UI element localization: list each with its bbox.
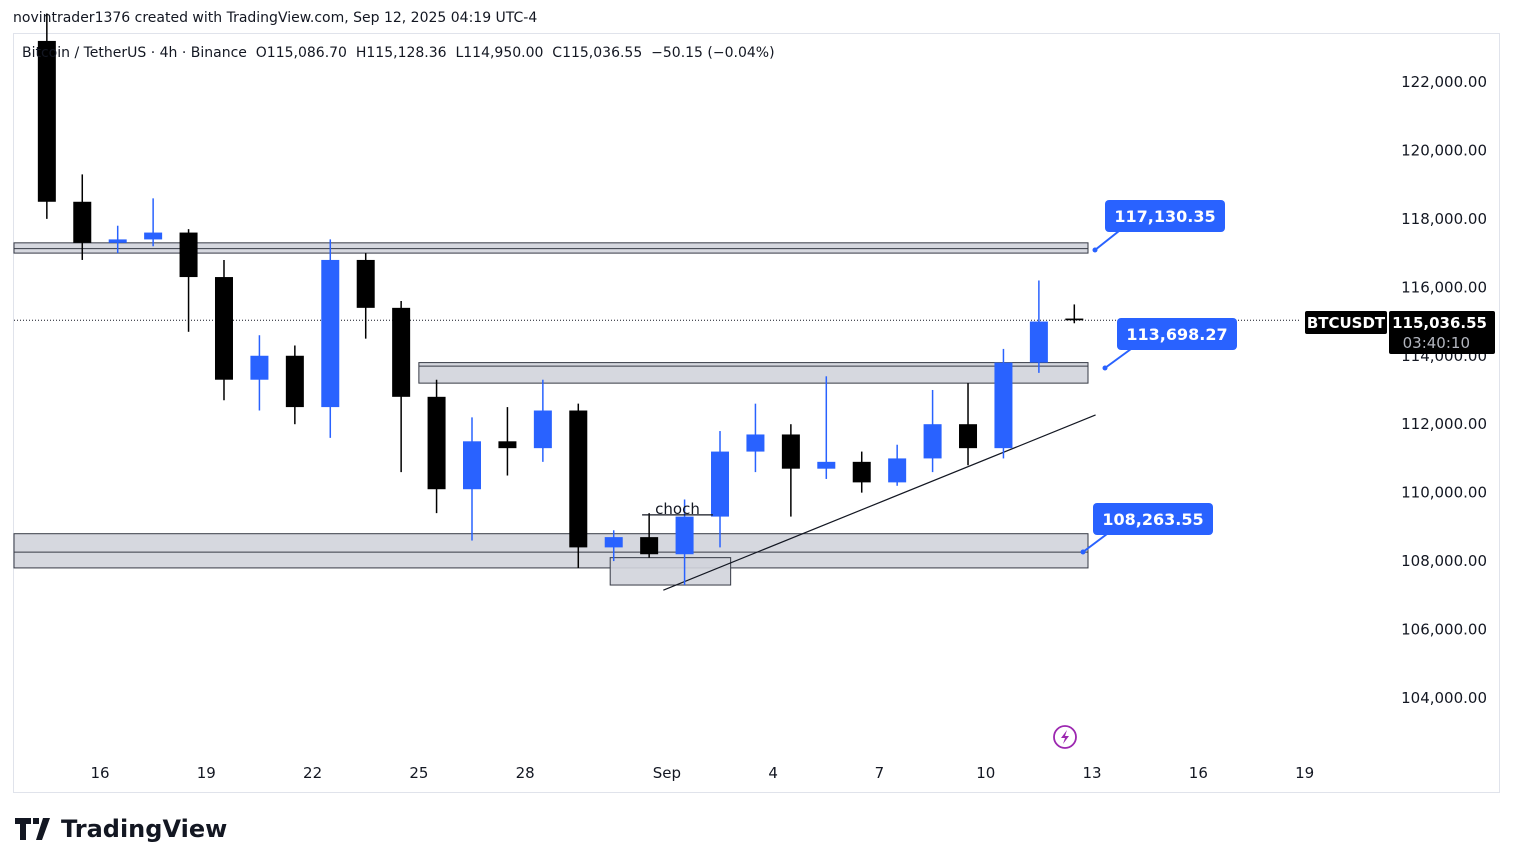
candle-body: [888, 458, 907, 483]
callout-pointer: [1104, 348, 1132, 369]
attribution: novintrader1376 created with TradingView…: [13, 10, 538, 26]
price-callout-text: 117,130.35: [1114, 207, 1215, 226]
candle-body: [250, 355, 269, 380]
x-tick-label: 22: [303, 764, 322, 782]
y-tick-label: 118,000.00: [1401, 210, 1487, 228]
y-tick-label: 120,000.00: [1401, 141, 1487, 159]
x-tick-label: 28: [516, 764, 535, 782]
last-price-tag: [1389, 311, 1495, 354]
support-resistance-zone: [609, 557, 732, 586]
support-resistance-zone: [13, 242, 1089, 254]
y-tick-label: 106,000.00: [1401, 621, 1487, 639]
x-tick-label: 4: [768, 764, 778, 782]
support-resistance-zone: [418, 362, 1089, 384]
candle-body: [463, 441, 481, 490]
candle-body: [108, 239, 127, 243]
candle-body: [569, 410, 588, 548]
candle-body: [675, 516, 694, 555]
candle-body: [852, 461, 871, 483]
candle-body: [427, 396, 446, 490]
candle-body: [179, 232, 198, 278]
x-tick-label: 19: [1295, 764, 1314, 782]
y-tick-label: 110,000.00: [1401, 484, 1487, 502]
price-callout-text: 108,263.55: [1102, 510, 1203, 529]
candle-body: [994, 362, 1013, 449]
x-tick-label: 19: [197, 764, 216, 782]
y-tick-label: 112,000.00: [1401, 415, 1487, 433]
x-tick-label: 13: [1082, 764, 1101, 782]
candle-body: [37, 40, 56, 202]
candle-body: [923, 424, 942, 459]
callout-pointer: [1094, 230, 1120, 251]
tradingview-logo: TradingView: [15, 815, 227, 843]
candle-body: [73, 201, 92, 243]
candle-body: [533, 410, 552, 449]
trendline: [663, 414, 1096, 591]
callout-pointer: [1082, 533, 1108, 553]
lightning-icon: [1053, 725, 1077, 749]
symbol-tag: [1305, 311, 1387, 334]
bar-countdown: 03:40:10: [1403, 334, 1470, 352]
y-tick-label: 122,000.00: [1401, 73, 1487, 91]
tradingview-logo-icon: [15, 818, 50, 840]
lightning-bolt-icon: [1061, 730, 1069, 744]
callout-anchor: [1080, 549, 1086, 555]
brand-name: TradingView: [61, 815, 228, 843]
candle-body: [959, 424, 978, 449]
candle-body: [144, 232, 163, 240]
candle-body: [746, 434, 765, 452]
symbol-legend: Bitcoin / TetherUS · 4h · Binance O115,0…: [22, 45, 775, 61]
y-tick-label: 116,000.00: [1401, 278, 1487, 296]
price-callout: [1093, 503, 1213, 535]
last-price-text: 115,036.55: [1392, 314, 1487, 332]
candle-body: [498, 441, 517, 449]
price-callout: [1117, 318, 1237, 350]
x-tick-label: 16: [1189, 764, 1208, 782]
x-tick-label: Sep: [653, 764, 681, 782]
candle-body: [781, 434, 800, 469]
candle-body: [285, 355, 304, 408]
x-tick-label: 10: [976, 764, 995, 782]
choch-label: choch: [655, 500, 700, 518]
candle-body: [392, 307, 411, 397]
candle-body: [711, 451, 730, 517]
candle-body: [1065, 318, 1084, 321]
candle-body: [321, 259, 340, 408]
y-tick-label: 108,000.00: [1401, 552, 1487, 570]
candle-body: [817, 461, 836, 469]
chart-panel[interactable]: [13, 33, 1500, 793]
support-resistance-zone: [13, 533, 1089, 569]
candle-body: [604, 537, 623, 548]
price-callout-text: 113,698.27: [1126, 325, 1227, 344]
symbol-tag-text: BTCUSDT: [1307, 314, 1386, 332]
x-tick-label: 16: [90, 764, 109, 782]
candle-body: [214, 277, 233, 380]
callout-anchor: [1102, 365, 1108, 371]
callout-anchor: [1092, 247, 1098, 253]
price-callout: [1105, 200, 1225, 232]
x-tick-label: 25: [409, 764, 428, 782]
candle-body: [1029, 321, 1048, 363]
y-tick-label: 104,000.00: [1401, 689, 1487, 707]
x-tick-label: 7: [875, 764, 885, 782]
candle-body: [356, 259, 375, 308]
candle-body: [640, 537, 659, 555]
